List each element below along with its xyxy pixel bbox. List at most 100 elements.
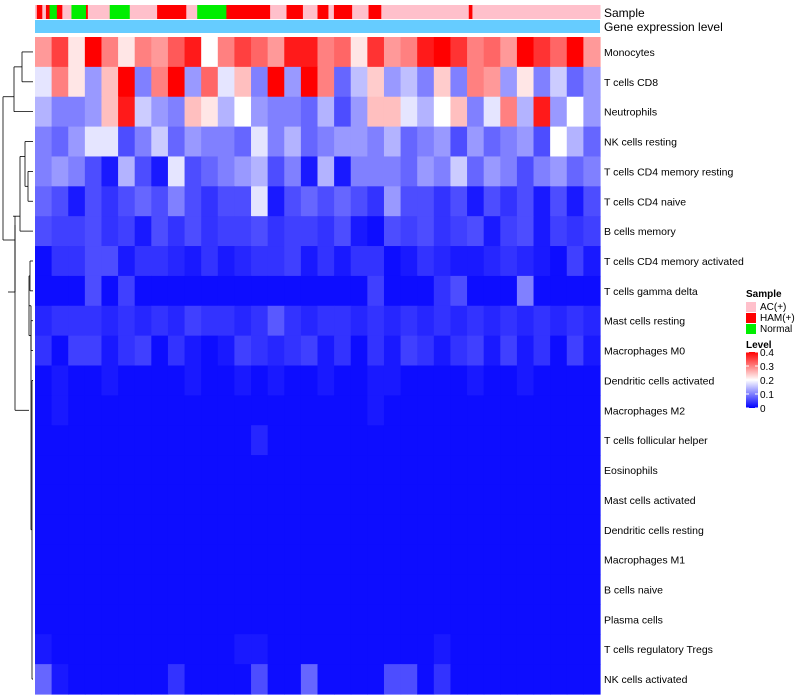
row-label: Mast cells resting — [604, 316, 685, 328]
heatmap-cell — [118, 634, 136, 665]
heatmap-cell — [367, 37, 385, 68]
heatmap-cell — [51, 246, 69, 277]
heatmap-cell — [251, 574, 269, 606]
heatmap-cell — [550, 126, 568, 158]
heatmap-cell — [583, 96, 601, 128]
heatmap-cell — [583, 425, 601, 456]
heatmap-cell — [101, 186, 119, 217]
heatmap-cell — [350, 335, 368, 367]
heatmap-cell — [483, 395, 501, 426]
heatmap-cell — [101, 484, 119, 516]
heatmap-cell — [467, 395, 485, 426]
heatmap-cell — [284, 425, 302, 456]
heatmap-cell — [201, 275, 219, 307]
heatmap-cell — [267, 544, 285, 576]
heatmap-cell — [284, 514, 302, 546]
sample-annotation-segment — [286, 5, 304, 19]
heatmap-cell — [68, 604, 86, 635]
heatmap-cell — [151, 335, 169, 367]
heatmap-cell — [217, 484, 236, 516]
heatmap-cell — [134, 604, 152, 635]
heatmap-cell — [284, 664, 302, 695]
heatmap-cell — [134, 514, 152, 546]
heatmap-cell — [184, 216, 202, 247]
heatmap-cell — [367, 216, 385, 247]
heatmap-cell — [350, 664, 368, 695]
heatmap-cell — [300, 395, 319, 426]
heatmap-cell — [84, 335, 103, 367]
row-label: B cells memory — [604, 226, 677, 238]
heatmap-cell — [467, 455, 485, 486]
heatmap-cell — [450, 425, 468, 456]
heatmap-cell — [217, 664, 236, 695]
heatmap-cell — [151, 455, 169, 486]
heatmap-cell — [234, 544, 252, 576]
heatmap-cell — [500, 455, 518, 486]
heatmap-cell — [35, 126, 53, 158]
row-label: T cells CD4 naive — [604, 196, 686, 208]
heatmap-cell — [201, 246, 219, 277]
heatmap-cell — [201, 425, 219, 456]
heatmap-cell — [367, 66, 385, 98]
heatmap-cell — [417, 156, 435, 187]
heatmap-cell — [400, 634, 418, 665]
heatmap-cell — [350, 216, 368, 247]
heatmap-cell — [417, 96, 435, 128]
heatmap-cell — [234, 574, 252, 606]
heatmap-cell — [583, 484, 601, 516]
heatmap-cell — [267, 574, 285, 606]
heatmap-cell — [68, 514, 86, 546]
heatmap-cell — [101, 544, 119, 576]
row-label: Dendritic cells activated — [604, 375, 714, 387]
heatmap-cell — [167, 246, 186, 277]
heatmap-cell — [84, 126, 103, 158]
sample-annotation-segment — [109, 5, 131, 19]
heatmap-cell — [234, 216, 252, 247]
heatmap-cell — [583, 246, 601, 277]
heatmap-cell — [483, 604, 501, 635]
heatmap-cell — [417, 216, 435, 247]
heatmap-cell — [433, 574, 452, 606]
heatmap-cell — [134, 66, 152, 98]
heatmap-cell — [400, 156, 418, 187]
heatmap-cell — [500, 484, 518, 516]
heatmap-cell — [566, 335, 584, 367]
heatmap-cell — [417, 574, 435, 606]
heatmap-cell — [284, 395, 302, 426]
heatmap-cell — [400, 305, 418, 337]
sample-annotation-bar — [35, 5, 601, 19]
row-label: Macrophages M2 — [604, 405, 685, 417]
heatmap-cell — [167, 664, 186, 695]
heatmap-cell — [533, 275, 551, 307]
heatmap-cell — [267, 634, 285, 665]
heatmap-cell — [167, 604, 186, 635]
sample-annotation-segment — [472, 5, 601, 19]
heatmap-cell — [51, 604, 69, 635]
heatmap-cell — [400, 574, 418, 606]
heatmap-cell — [201, 186, 219, 217]
heatmap-cell — [583, 305, 601, 337]
heatmap-cell — [433, 455, 452, 486]
heatmap-cell — [500, 395, 518, 426]
heatmap-cell — [167, 37, 186, 68]
row-label: T cells gamma delta — [604, 286, 698, 298]
heatmap-cell — [201, 66, 219, 98]
heatmap-cell — [184, 126, 202, 158]
heatmap-cell — [450, 514, 468, 546]
heatmap-cell — [134, 126, 152, 158]
heatmap-cell — [516, 275, 535, 307]
heatmap-cell — [267, 216, 285, 247]
heatmap-cell — [467, 305, 485, 337]
legend-label: AC(+) — [760, 302, 786, 313]
heatmap-cell — [251, 664, 269, 695]
heatmap-cell — [334, 156, 352, 187]
heatmap-cell — [184, 66, 202, 98]
heatmap-cell — [35, 664, 53, 695]
heatmap-cell — [417, 66, 435, 98]
heatmap-cell — [35, 634, 53, 665]
heatmap-cell — [350, 425, 368, 456]
heatmap-cell — [151, 484, 169, 516]
sample-annotation-segment — [333, 5, 353, 19]
heatmap-cell — [566, 425, 584, 456]
heatmap-cell — [467, 365, 485, 396]
